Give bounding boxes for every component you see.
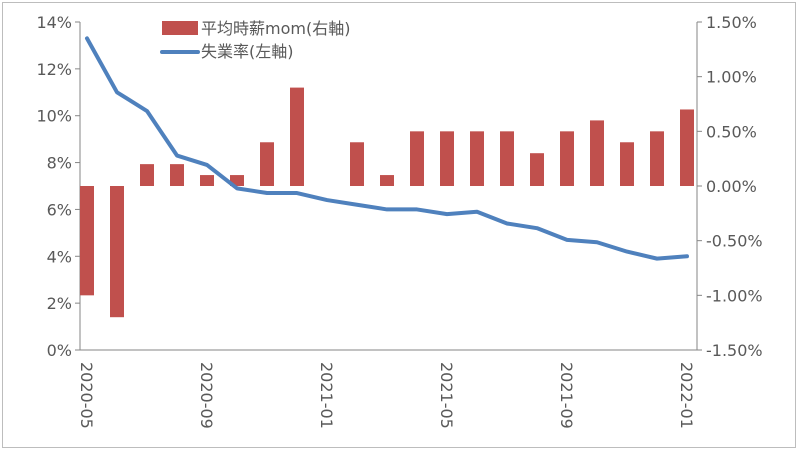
bar (350, 142, 364, 186)
bar (440, 131, 454, 186)
right-tick-label: 1.00% (706, 68, 757, 87)
bar (140, 164, 154, 186)
left-tick-label: 8% (47, 154, 72, 173)
x-tick-label: 2021-05 (437, 362, 456, 429)
right-tick-label: -1.50% (706, 341, 763, 360)
x-tick-label: 2020-09 (197, 362, 216, 429)
x-tick-label: 2021-01 (317, 362, 336, 429)
bar (170, 164, 184, 186)
chart-frame (2, 2, 796, 448)
bar (680, 109, 694, 186)
unemployment-line (85, 36, 689, 261)
bar (560, 131, 574, 186)
bar (200, 175, 214, 186)
bar (650, 131, 664, 186)
legend-bar-label: 平均時薪mom(右軸) (201, 19, 350, 38)
left-tick-label: 14% (36, 13, 72, 32)
legend-line-label: 失業率(左軸) (201, 42, 294, 61)
right-tick-label: 0.00% (706, 177, 757, 196)
left-tick-label: 0% (47, 341, 72, 360)
left-tick-label: 6% (47, 200, 72, 219)
right-tick-label: 1.50% (706, 13, 757, 32)
x-tick-label: 2021-09 (557, 362, 576, 429)
left-tick-label: 12% (36, 60, 72, 79)
bar (590, 120, 604, 186)
right-tick-label: -1.00% (706, 286, 763, 305)
bar (260, 142, 274, 186)
bar (110, 186, 124, 318)
bar (290, 87, 304, 186)
bar (80, 186, 94, 296)
x-tick-label: 2022-01 (677, 362, 696, 429)
bar (620, 142, 634, 186)
left-tick-label: 2% (47, 294, 72, 313)
bar (530, 153, 544, 186)
bar (470, 131, 484, 186)
x-tick-label: 2020-05 (77, 362, 96, 429)
bar (230, 175, 244, 186)
left-tick-label: 4% (47, 247, 72, 266)
legend-bar-swatch (162, 21, 198, 35)
right-tick-label: -0.50% (706, 232, 763, 251)
bar (410, 131, 424, 186)
bar (500, 131, 514, 186)
right-tick-label: 0.50% (706, 122, 757, 141)
left-tick-label: 10% (36, 107, 72, 126)
bar (380, 175, 394, 186)
